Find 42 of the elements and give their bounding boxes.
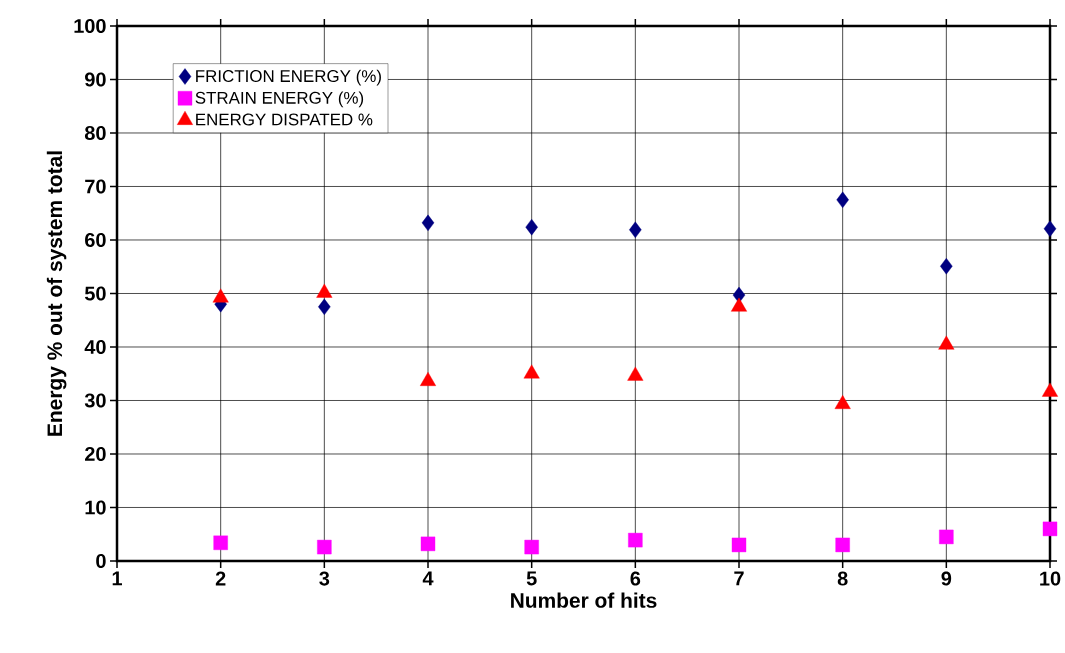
point (213, 535, 228, 550)
y-tick-label: 80 (84, 125, 106, 141)
point (1042, 521, 1058, 537)
y-tick-label: 100 (74, 18, 106, 34)
point (317, 539, 332, 555)
y-tick-label: 50 (84, 286, 106, 301)
y-tick-label: 40 (84, 339, 106, 355)
y-axis-title: Energy % out of system total (46, 151, 67, 436)
legend-label: ENERGY DISPATED % (196, 113, 373, 126)
x-axis-title: Number of hits (511, 592, 657, 608)
point (629, 221, 642, 239)
x-tick-label: 7 (734, 571, 744, 586)
y-tick-label: 90 (85, 72, 106, 87)
point (835, 537, 850, 553)
point (940, 258, 953, 275)
y-tick-label: 60 (85, 232, 106, 248)
x-tick-label: 1 (112, 571, 122, 586)
y-tick-label: 10 (85, 500, 106, 515)
point (318, 298, 331, 316)
point (525, 218, 538, 236)
y-tick-label: 30 (84, 393, 106, 408)
point (420, 536, 436, 552)
point (628, 532, 643, 548)
y-tick-label: 20 (85, 446, 106, 462)
point (939, 529, 954, 545)
x-tick-label: 2 (215, 571, 226, 586)
legend-label: FRICTION ENERGY (%) (196, 69, 381, 86)
point (524, 539, 539, 555)
x-tick-label: 3 (319, 571, 330, 586)
x-tick-label: 6 (630, 571, 641, 586)
point (731, 537, 747, 553)
y-tick-label: 70 (85, 179, 106, 194)
point (836, 191, 849, 209)
x-tick-label: 10 (1040, 571, 1061, 586)
point (1043, 220, 1057, 237)
x-tick-label: 8 (837, 571, 848, 586)
x-tick-label: 9 (941, 571, 952, 586)
y-tick-label: 0 (96, 553, 106, 569)
point (421, 214, 435, 232)
legend-label: STRAIN ENERGY (%) (195, 91, 364, 108)
x-tick-label: 5 (526, 571, 537, 586)
x-tick-label: 4 (422, 571, 434, 586)
